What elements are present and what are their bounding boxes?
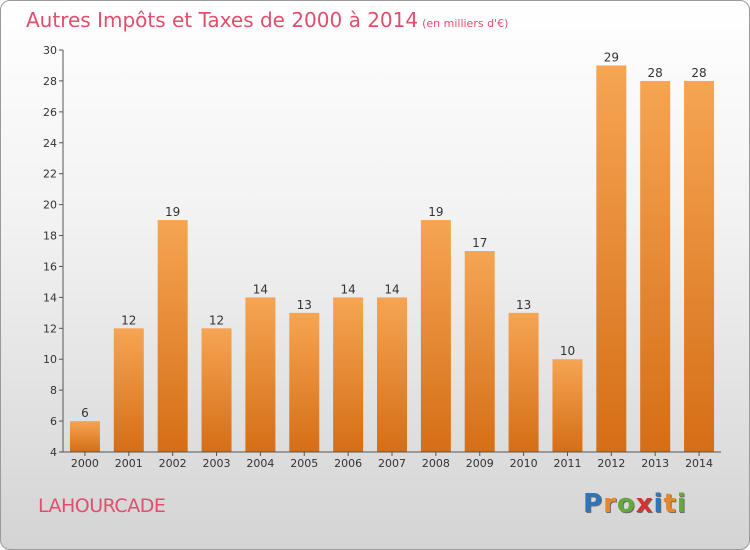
bar-value-label: 19 xyxy=(428,205,443,219)
logo-letter: r xyxy=(603,489,617,519)
place-name: LAHOURCADE xyxy=(38,495,166,517)
bar-value-label: 19 xyxy=(165,205,180,219)
x-tick-label: 2012 xyxy=(597,457,625,470)
chart-title-main: Autres Impôts et Taxes de 2000 à 2014 xyxy=(26,8,419,32)
logo-letter: x xyxy=(635,489,654,519)
bar xyxy=(552,359,583,452)
bar xyxy=(420,220,451,452)
y-tick-label: 20 xyxy=(43,199,57,212)
bar-value-label: 28 xyxy=(648,66,663,80)
x-tick-label: 2004 xyxy=(246,457,274,470)
y-tick-label: 16 xyxy=(43,260,57,273)
x-tick-label: 2010 xyxy=(510,457,538,470)
bar xyxy=(508,312,539,452)
y-tick-label: 6 xyxy=(50,415,57,428)
x-axis: 2000 2001 2002 2003 2004 2005 2006 2007 2008 2009… xyxy=(63,451,721,470)
y-tick-label: 8 xyxy=(50,384,57,397)
x-tick-label: 2001 xyxy=(115,457,143,470)
bars-group: 6 12 19 12 14 13 14 14 19 17 13 10 29 28 28 xyxy=(69,50,715,452)
y-tick-label: 22 xyxy=(43,168,57,181)
x-tick-label: 2002 xyxy=(159,457,187,470)
x-tick-label: 2014 xyxy=(685,457,713,470)
x-tick-label: 2007 xyxy=(378,457,406,470)
bar-value-label: 13 xyxy=(516,298,531,312)
chart-title-unit: (en milliers d'€) xyxy=(422,17,509,30)
bar xyxy=(596,65,627,452)
bar xyxy=(684,80,715,452)
bar xyxy=(201,328,232,452)
bar xyxy=(377,297,407,452)
y-tick-label: 24 xyxy=(43,137,57,150)
y-tick-label: 12 xyxy=(43,322,57,335)
bar-value-label: 12 xyxy=(121,313,136,327)
y-tick-label: 18 xyxy=(43,230,57,243)
bar xyxy=(157,220,188,452)
logo-letter: i xyxy=(653,489,664,519)
x-tick-label: 2009 xyxy=(466,457,494,470)
x-tick-label: 2008 xyxy=(422,457,450,470)
bar-value-label: 13 xyxy=(297,298,312,312)
bar-value-label: 29 xyxy=(604,50,619,64)
y-tick-label: 14 xyxy=(43,291,57,304)
y-tick-label: 10 xyxy=(43,353,57,366)
logo-letter: i xyxy=(676,489,687,519)
logo-letter: P xyxy=(583,489,604,519)
y-axis: 4 6 8 10 12 14 16 18 20 22 24 26 28 30 xyxy=(43,44,64,459)
bar xyxy=(333,297,364,452)
chart-title: Autres Impôts et Taxes de 2000 à 2014 (en… xyxy=(26,8,508,32)
bar xyxy=(464,251,495,452)
logo-letter: t xyxy=(663,489,677,519)
y-tick-label: 28 xyxy=(43,75,57,88)
bar-value-label: 17 xyxy=(472,236,487,250)
x-tick-label: 2000 xyxy=(71,457,99,470)
x-tick-label: 2006 xyxy=(334,457,362,470)
y-tick-label: 30 xyxy=(43,44,57,57)
bar-value-label: 28 xyxy=(691,66,706,80)
bar-value-label: 12 xyxy=(209,313,224,327)
proxiti-logo: Proxiti xyxy=(583,489,687,519)
bar xyxy=(289,312,320,452)
bar-value-label: 14 xyxy=(384,282,399,296)
y-tick-label: 26 xyxy=(43,106,57,119)
bar-value-label: 10 xyxy=(560,344,575,358)
x-tick-label: 2005 xyxy=(290,457,318,470)
logo-letter: o xyxy=(616,489,636,519)
bar-value-label: 6 xyxy=(81,406,89,420)
x-tick-label: 2013 xyxy=(641,457,669,470)
x-tick-label: 2011 xyxy=(553,457,581,470)
x-tick-label: 2003 xyxy=(203,457,231,470)
bar xyxy=(640,80,671,452)
bar xyxy=(245,297,276,452)
bar-value-label: 14 xyxy=(253,282,268,296)
bar-value-label: 14 xyxy=(340,282,355,296)
bar xyxy=(113,328,144,452)
bar xyxy=(69,421,100,452)
y-tick-label: 4 xyxy=(50,446,57,459)
